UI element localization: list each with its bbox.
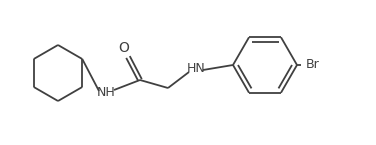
Text: Br: Br [306, 58, 320, 71]
Text: NH: NH [97, 86, 115, 98]
Text: O: O [118, 41, 129, 55]
Text: HN: HN [186, 62, 205, 76]
